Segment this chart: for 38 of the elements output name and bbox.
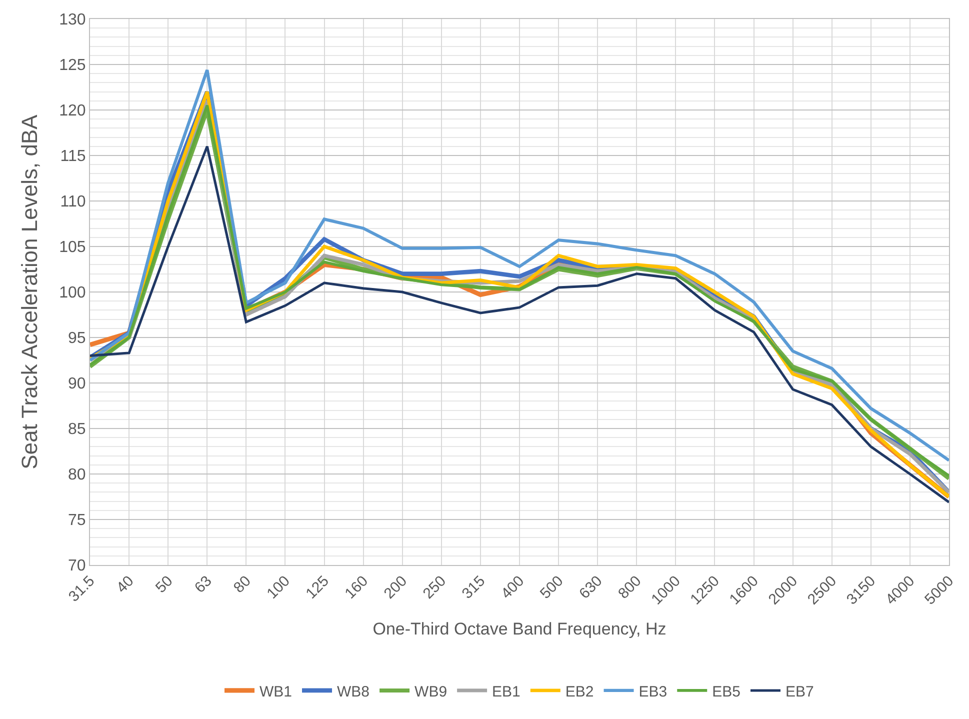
legend-label: EB3 [638,683,668,700]
x-tick-label: 315 [458,572,489,602]
y-tick-label: 95 [68,330,86,348]
legend-label: WB1 [260,683,292,700]
x-tick-label: 630 [576,572,606,602]
x-tick-label: 400 [498,572,528,602]
y-tick-label: 100 [59,284,86,302]
x-tick-label: 80 [230,572,254,596]
y-tick-label: 115 [60,148,86,166]
y-tick-label: 105 [59,239,86,256]
x-tick-label: 200 [380,572,410,602]
y-tick-label: 75 [68,512,86,530]
y-tick-label: 80 [68,466,86,484]
y-tick-label: 110 [60,194,86,211]
y-tick-label: 125 [59,57,86,74]
y-tick-label: 85 [68,421,86,438]
legend-label: EB1 [492,683,520,700]
legend-label: WB9 [414,683,448,700]
legend-label: EB5 [712,683,740,700]
y-tick-label: 90 [68,376,86,393]
y-tick-label: 120 [59,102,86,120]
legend-label: EB2 [565,683,594,700]
x-tick-label: 125 [302,572,332,602]
x-tick-label: 500 [536,572,567,602]
legend-label: WB8 [337,683,370,700]
x-tick-label: 160 [342,572,372,602]
y-tick-label: 70 [68,558,86,575]
x-axis-title: One-Third Octave Band Frequency, Hz [372,620,666,639]
y-tick-label: 130 [59,12,86,29]
x-tick-label: 31.5 [65,572,98,606]
x-tick-label: 100 [264,572,294,602]
x-tick-label: 800 [615,572,645,602]
legend-label: EB7 [785,683,814,700]
y-axis-title: Seat Track Acceleration Levels, dBA [16,114,42,470]
x-tick-label: 63 [191,572,216,596]
x-tick-label: 250 [420,572,450,602]
x-tick-label: 40 [113,572,138,596]
x-tick-label: 50 [152,572,176,596]
